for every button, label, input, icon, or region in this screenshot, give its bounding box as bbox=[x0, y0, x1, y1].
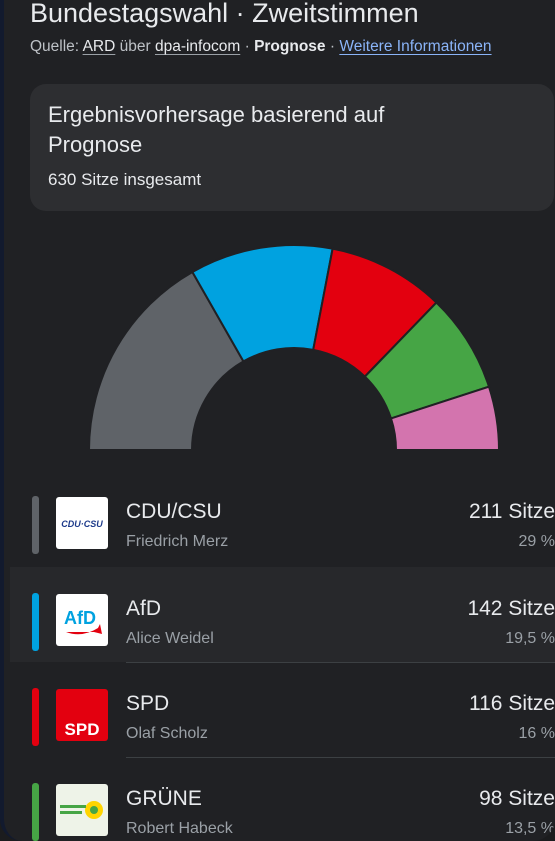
source-line: Quelle: ARD über dpa-infocom · Prognose … bbox=[30, 38, 492, 56]
party-seats: 142 Sitze bbox=[467, 597, 555, 620]
seat-segment-1[interactable] bbox=[87, 270, 245, 451]
party-leader: Alice Weidel bbox=[126, 630, 214, 647]
party-name: SPD bbox=[126, 692, 170, 715]
source-prefix: Quelle: bbox=[30, 38, 80, 55]
spd-logo-icon: SPD bbox=[56, 689, 108, 741]
forecast-card: Ergebnisvorhersage basierend auf Prognos… bbox=[30, 84, 554, 211]
seat-segment-5[interactable] bbox=[389, 385, 501, 451]
party-seats: 211 Sitze bbox=[469, 500, 555, 523]
source-via: über bbox=[119, 38, 151, 55]
party-leader: Robert Habeck bbox=[126, 820, 233, 837]
gruene-logo-icon bbox=[56, 784, 108, 836]
prognose-label: Prognose bbox=[254, 38, 326, 55]
party-row-cdu-csu[interactable]: CDU·CSU CDU/CSU Friedrich Merz 211 Sitze… bbox=[10, 470, 555, 565]
party-name: GRÜNE bbox=[126, 787, 202, 810]
page-title: Bundestagswahl · Zweitstimmen bbox=[30, 0, 419, 28]
more-info-link[interactable]: Weitere Informationen bbox=[339, 38, 492, 55]
cdu-csu-logo-icon: CDU·CSU bbox=[56, 497, 108, 549]
dpa-link[interactable]: dpa-infocom bbox=[154, 38, 241, 55]
party-row-gruene[interactable]: GRÜNE Robert Habeck 98 Sitze 13,5 % bbox=[10, 757, 555, 841]
party-percent: 29 % bbox=[518, 533, 555, 550]
party-color-bar bbox=[32, 688, 39, 746]
party-name: AfD bbox=[126, 597, 162, 620]
forecast-heading: Ergebnisvorhersage basierend auf Prognos… bbox=[48, 102, 385, 157]
row-divider bbox=[126, 757, 555, 758]
party-seats: 116 Sitze bbox=[469, 692, 555, 715]
party-color-bar bbox=[32, 496, 39, 554]
party-percent: 19,5 % bbox=[505, 630, 555, 647]
svg-text:CDU·CSU: CDU·CSU bbox=[61, 519, 103, 529]
party-seats: 98 Sitze bbox=[479, 787, 555, 810]
svg-text:AfD: AfD bbox=[64, 608, 96, 628]
party-row-spd[interactable]: SPD SPD Olaf Scholz 116 Sitze 16 % bbox=[10, 662, 555, 757]
party-name: CDU/CSU bbox=[126, 500, 222, 523]
row-divider bbox=[126, 662, 555, 663]
party-percent: 13,5 % bbox=[505, 820, 555, 837]
party-row-afd[interactable]: AfD AfD Alice Weidel 142 Sitze 19,5 % bbox=[10, 567, 555, 662]
separator: · bbox=[329, 38, 336, 55]
ard-link[interactable]: ARD bbox=[82, 38, 116, 55]
afd-logo-icon: AfD bbox=[56, 594, 108, 646]
svg-text:SPD: SPD bbox=[65, 720, 100, 739]
separator: · bbox=[244, 38, 250, 55]
party-color-bar bbox=[32, 783, 39, 841]
seat-distribution-chart bbox=[87, 244, 501, 451]
party-percent: 16 % bbox=[518, 725, 555, 742]
party-leader: Olaf Scholz bbox=[126, 725, 208, 742]
party-color-bar bbox=[32, 593, 39, 651]
party-leader: Friedrich Merz bbox=[126, 533, 229, 550]
total-seats: 630 Sitze insgesamt bbox=[48, 170, 202, 189]
